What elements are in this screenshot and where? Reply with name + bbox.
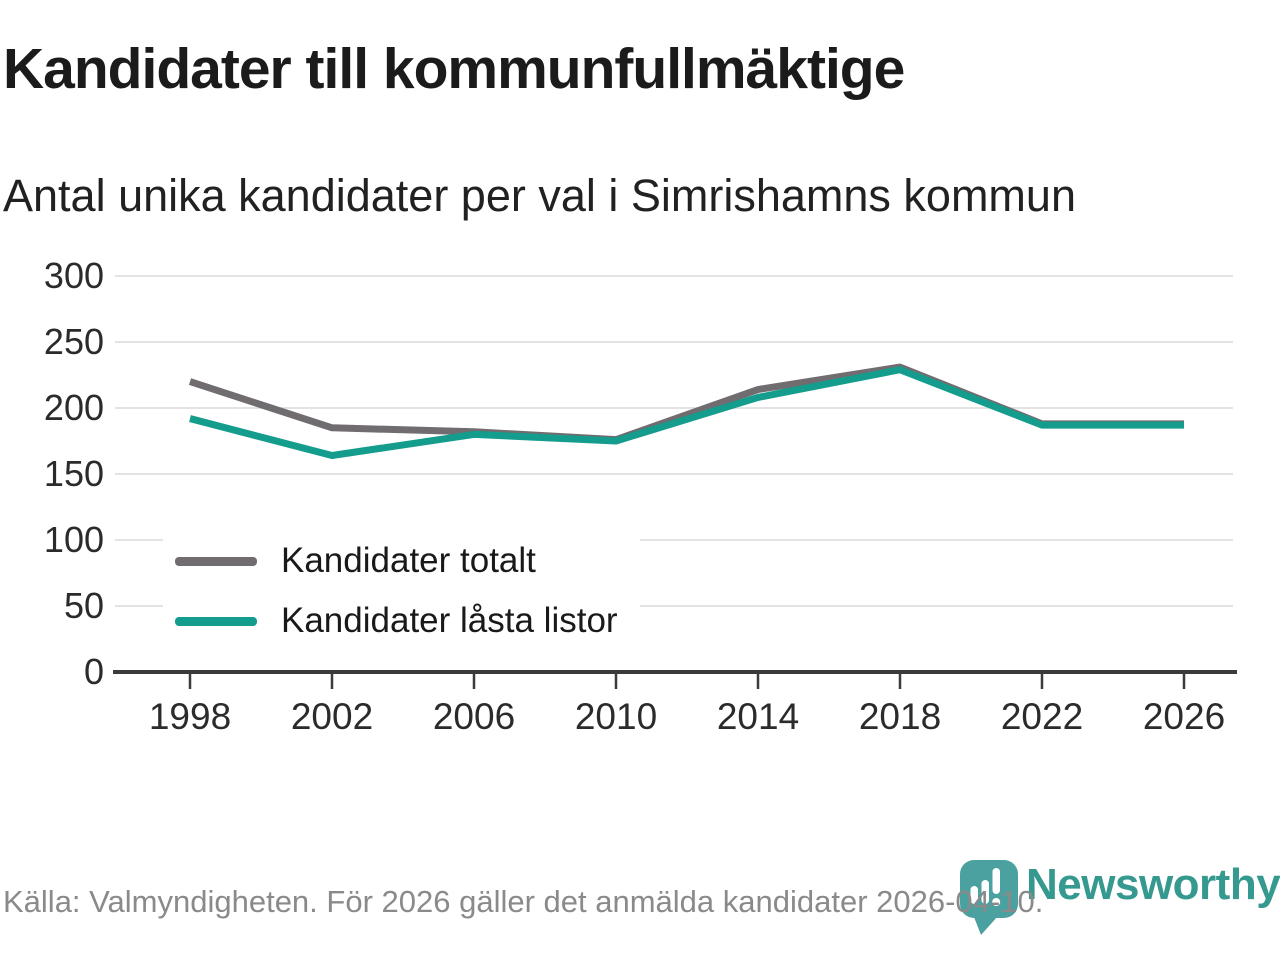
line-chart-plot: 1998 2002 2006 2010 2014 2018 2022 2026 0 50 100 15… [44,255,1237,737]
logo-bar-medium-icon [981,880,989,904]
y-tick-label: 150 [44,453,104,494]
chart-subtitle: Antal unika kandidater per val i Simrish… [3,170,1076,221]
series-line-totalt [188,363,1184,444]
x-tick-label: 2022 [1001,696,1083,737]
y-tick-label: 200 [44,387,104,428]
newsworthy-logo-icon [960,860,1018,935]
legend-swatch-lasta-listor [175,616,257,626]
x-tick-label: 1998 [149,696,231,737]
chart-title: Kandidater till kommunfullmäktige [3,37,905,101]
logo-exclamation-bar-icon [992,868,1000,894]
legend-item-lasta-listor: Kandidater låsta listor [175,601,618,641]
series-line-lasta-listor [189,366,1184,460]
y-tick-label: 250 [44,321,104,362]
legend-label: Kandidater låsta listor [281,601,618,640]
legend-item-totalt: Kandidater totalt [175,541,618,581]
newsworthy-logo-text: Newsworthy [1026,860,1280,909]
legend-swatch-totalt [175,556,257,566]
y-tick-label: 100 [44,519,104,560]
y-tick-label: 50 [64,585,104,626]
chart-legend: Kandidater totalt Kandidater låsta listor [163,531,640,653]
y-tick-label: 0 [84,651,104,692]
x-tick-label: 2018 [859,696,941,737]
x-tick-label: 2014 [717,696,799,737]
logo-exclamation-dot-icon [992,898,1001,906]
x-tick-label: 2002 [291,696,373,737]
newsworthy-logo: Newsworthy [958,856,1280,936]
source-note: Källa: Valmyndigheten. För 2026 gäller d… [3,884,1044,919]
legend-label: Kandidater totalt [281,541,536,580]
x-tick-label: 2010 [575,696,657,737]
x-tick-label: 2026 [1143,696,1225,737]
logo-bar-short-icon [970,886,978,904]
x-tick-label: 2006 [433,696,515,737]
y-tick-label: 300 [44,255,104,296]
